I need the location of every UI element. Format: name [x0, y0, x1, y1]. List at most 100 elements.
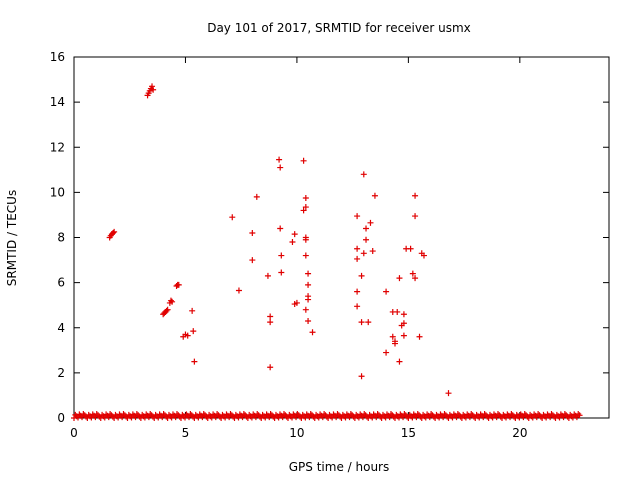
- data-point: [277, 225, 284, 232]
- data-point: [164, 306, 171, 313]
- data-point: [227, 410, 234, 417]
- data-point: [371, 192, 378, 199]
- y-tick-label: 8: [57, 231, 65, 245]
- data-point: [267, 319, 274, 326]
- chart-title: Day 101 of 2017, SRMTID for receiver usm…: [207, 21, 471, 35]
- data-point: [363, 225, 370, 232]
- y-tick-label: 0: [57, 411, 65, 425]
- data-point: [358, 319, 365, 326]
- data-point: [354, 288, 361, 295]
- data-point: [396, 275, 403, 282]
- data-point: [367, 219, 374, 226]
- data-point: [354, 255, 361, 262]
- data-point: [300, 207, 307, 214]
- data-point: [160, 410, 167, 417]
- data-point: [187, 410, 194, 417]
- data-point: [278, 269, 285, 276]
- data-point: [412, 213, 419, 220]
- data-point: [576, 412, 583, 419]
- y-axis-label: SRMTID / TECUs: [5, 190, 19, 286]
- data-point: [110, 229, 117, 236]
- data-point: [184, 332, 191, 339]
- data-point: [361, 410, 368, 417]
- data-point: [360, 250, 367, 257]
- data-point: [167, 297, 174, 304]
- data-point: [374, 410, 381, 417]
- axes: 0 5 10 15 20 0 2 4 6 8 10 12 14 16: [50, 50, 610, 440]
- data-point: [305, 317, 312, 324]
- data-point: [107, 410, 114, 417]
- data-point: [400, 332, 407, 339]
- data-point: [175, 281, 182, 288]
- data-point: [276, 156, 283, 163]
- data-point: [291, 231, 298, 238]
- data-point: [392, 340, 398, 347]
- data-point: [294, 410, 301, 417]
- data-point: [363, 236, 370, 243]
- data-point: [302, 195, 309, 202]
- x-tick-label: 15: [401, 426, 416, 440]
- data-point: [561, 410, 568, 417]
- data-point: [454, 410, 461, 417]
- data-point: [387, 410, 394, 417]
- data-point: [229, 214, 236, 221]
- data-point: [468, 410, 475, 417]
- data-point: [309, 329, 316, 336]
- data-point: [481, 410, 488, 417]
- data-point: [277, 164, 284, 171]
- data-point: [80, 410, 87, 417]
- data-point: [150, 86, 157, 93]
- data-point: [173, 410, 180, 417]
- data-point: [249, 229, 256, 236]
- x-tick-label: 20: [512, 426, 527, 440]
- y-tick-label: 12: [50, 140, 65, 154]
- data-point: [575, 410, 582, 417]
- data-point: [302, 236, 309, 243]
- x-tick-label: 0: [70, 426, 78, 440]
- data-point: [267, 313, 274, 320]
- data-point: [334, 410, 341, 417]
- data-point: [347, 410, 354, 417]
- data-point: [133, 410, 140, 417]
- data-point: [494, 410, 501, 417]
- x-tick-label: 5: [182, 426, 190, 440]
- data-point: [235, 287, 242, 294]
- data-point: [200, 410, 207, 417]
- y-tick-label: 16: [50, 50, 65, 64]
- data-point: [394, 308, 401, 315]
- data-point: [365, 319, 372, 326]
- y-tick-label: 4: [57, 321, 65, 335]
- data-point: [149, 83, 156, 90]
- data-point: [253, 193, 260, 200]
- data-point: [305, 281, 312, 288]
- data-point: [383, 349, 390, 356]
- data-point: [289, 239, 296, 246]
- data-point: [111, 228, 118, 235]
- data-point: [409, 270, 416, 277]
- data-point: [407, 245, 414, 252]
- data-point: [416, 333, 423, 340]
- data-point: [254, 410, 261, 417]
- data-point: [305, 270, 312, 277]
- y-tick-label: 14: [50, 95, 65, 109]
- data-point: [302, 252, 309, 259]
- data-point: [300, 157, 307, 164]
- data-point: [169, 298, 176, 305]
- data-point: [93, 410, 100, 417]
- data-point: [293, 299, 300, 306]
- data-point: [535, 410, 542, 417]
- data-point: [354, 245, 361, 252]
- data-point: [147, 410, 154, 417]
- data-point: [120, 410, 127, 417]
- data-point: [267, 364, 274, 371]
- data-point: [264, 272, 271, 279]
- data-point: [400, 311, 407, 318]
- data-point: [302, 306, 309, 313]
- data-point: [400, 320, 407, 327]
- data-point: [278, 252, 285, 259]
- data-point: [414, 410, 421, 417]
- data-point: [267, 410, 274, 417]
- data-point: [189, 307, 196, 314]
- data-point: [360, 171, 367, 178]
